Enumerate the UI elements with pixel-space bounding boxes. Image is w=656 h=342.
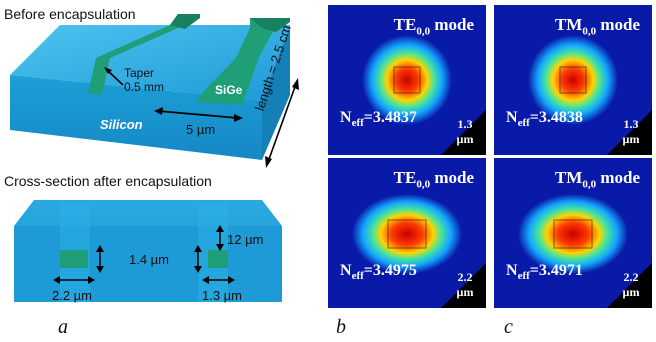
panel-letter-b: b	[336, 316, 346, 338]
mode-title-main: TE	[393, 168, 417, 187]
mode-field-map	[494, 5, 652, 155]
width-label: 5 µm	[186, 122, 216, 137]
panel-letter-a: a	[58, 316, 68, 338]
taper-value: 0.5 mm	[124, 80, 165, 94]
neff-label: N	[340, 109, 352, 126]
length-arrow	[267, 83, 297, 163]
mode-title-suffix: mode	[430, 15, 474, 34]
silicon-front-face	[10, 75, 262, 160]
neff-value: =3.4837	[363, 109, 417, 126]
size-unit: µm	[622, 285, 640, 299]
sige-waveguide-right	[196, 18, 290, 105]
waveguide-3d-diagram	[10, 14, 299, 168]
size-unit: µm	[622, 132, 640, 146]
dim-1-4um: 1.4 µm	[129, 252, 170, 267]
mode-title-sub: 0,0	[416, 25, 431, 38]
mode-field-map	[328, 5, 486, 155]
neff-value: =3.4838	[529, 109, 583, 126]
width-arrow	[157, 110, 239, 119]
neff-sub: eff	[351, 270, 364, 283]
neff-sub: eff	[517, 117, 530, 130]
mode-title-main: TM	[554, 168, 583, 187]
mode-title-sub: 0,0	[416, 178, 431, 191]
cross-section-diagram	[0, 190, 300, 310]
dim-1-3um: 1.3 µm	[202, 288, 243, 303]
taper-arrow	[106, 69, 124, 86]
mode-field-map	[494, 158, 652, 308]
neff-label: N	[340, 262, 352, 279]
mode-title-suffix: mode	[596, 15, 640, 34]
mode-title-sub: 0,0	[582, 25, 597, 38]
panel-a-structure: Before encapsulation Taper 0.5 mm SiGe S…	[0, 0, 320, 175]
size-value: 1.3	[623, 117, 639, 131]
neff-label: N	[506, 109, 518, 126]
mode-plot-te-2-2: TE0,0 mode Neff=3.4975 2.2 µm	[328, 158, 486, 308]
sige-core-left	[60, 250, 88, 268]
size-value: 2.2	[623, 270, 639, 284]
silicon-side-face	[262, 25, 290, 160]
neff-value: =3.4975	[363, 262, 417, 279]
size-unit: µm	[456, 132, 474, 146]
size-unit: µm	[456, 285, 474, 299]
mode-title-suffix: mode	[430, 168, 474, 187]
mode-title-sub: 0,0	[582, 178, 597, 191]
sige-label: SiGe	[215, 83, 243, 97]
silicon-label: Silicon	[100, 117, 143, 132]
size-value: 1.3	[457, 117, 473, 131]
cross-section-title: Cross-section after encapsulation	[4, 173, 212, 189]
dim-2-2um: 2.2 µm	[52, 288, 93, 303]
neff-sub: eff	[517, 270, 530, 283]
mode-title-suffix: mode	[596, 168, 640, 187]
dim-12um: 12 µm	[227, 232, 264, 247]
mode-plot-tm-2-2: TM0,0 mode Neff=3.4971 2.2 µm	[494, 158, 652, 308]
mode-field-map	[328, 158, 486, 308]
mode-plot-te-1-3: TE0,0 mode Neff=3.4837 1.3 µm	[328, 5, 486, 155]
mode-title-main: TE	[393, 15, 417, 34]
mode-title-main: TM	[554, 15, 583, 34]
mode-plot-tm-1-3: TM0,0 mode Neff=3.4838 1.3 µm	[494, 5, 652, 155]
panel-letter-c: c	[504, 316, 513, 338]
neff-sub: eff	[351, 117, 364, 130]
taper-label: Taper	[124, 66, 155, 80]
size-value: 2.2	[457, 270, 473, 284]
before-encapsulation-title: Before encapsulation	[4, 6, 136, 22]
neff-value: =3.4971	[529, 262, 583, 279]
neff-label: N	[506, 262, 518, 279]
sige-core-right	[208, 250, 228, 268]
